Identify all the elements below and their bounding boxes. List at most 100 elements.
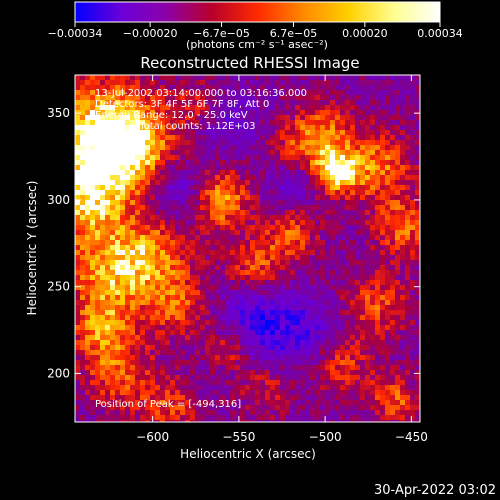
heatmap-cell <box>330 355 336 361</box>
heatmap-cell <box>415 210 420 216</box>
heatmap-cell <box>340 215 346 221</box>
heatmap-cell <box>300 95 306 101</box>
heatmap-cell <box>365 235 371 241</box>
heatmap-cell <box>370 345 376 351</box>
heatmap-cell <box>140 175 146 181</box>
heatmap-cell <box>160 235 166 241</box>
heatmap-cell <box>320 335 326 341</box>
heatmap-cell <box>140 120 146 126</box>
heatmap-cell <box>280 365 286 371</box>
heatmap-cell <box>325 235 331 241</box>
heatmap-cell <box>395 220 401 226</box>
heatmap-cell <box>275 285 281 291</box>
heatmap-cell <box>290 395 296 401</box>
heatmap-cell <box>410 410 416 416</box>
heatmap-cell <box>105 360 111 366</box>
heatmap-cell <box>250 105 256 111</box>
heatmap-cell <box>290 385 296 391</box>
heatmap-cell <box>215 80 221 86</box>
heatmap-cell <box>340 250 346 256</box>
heatmap-cell <box>370 105 376 111</box>
heatmap-cell <box>400 290 406 296</box>
heatmap-cell <box>275 415 281 421</box>
heatmap-cell <box>410 380 416 386</box>
heatmap-cell <box>245 405 251 411</box>
heatmap-cell <box>230 345 236 351</box>
heatmap-cell <box>100 335 106 341</box>
heatmap-cell <box>400 75 406 81</box>
heatmap-cell <box>210 190 216 196</box>
heatmap-cell <box>305 250 311 256</box>
heatmap-cell <box>390 190 396 196</box>
heatmap-cell <box>160 295 166 301</box>
heatmap-cell <box>380 375 386 381</box>
heatmap-cell <box>150 190 156 196</box>
heatmap-cell <box>195 365 201 371</box>
heatmap-cell <box>395 235 401 241</box>
heatmap-cell <box>400 350 406 356</box>
heatmap-cell <box>140 85 146 91</box>
heatmap-cell <box>115 105 121 111</box>
heatmap-cell <box>110 170 116 176</box>
heatmap-cell <box>390 285 396 291</box>
heatmap-cell <box>185 405 191 411</box>
heatmap-cell <box>405 325 411 331</box>
heatmap-cell <box>135 235 141 241</box>
heatmap-cell <box>185 395 191 401</box>
heatmap-cell <box>225 235 231 241</box>
heatmap-cell <box>160 305 166 311</box>
heatmap-cell <box>360 350 366 356</box>
heatmap-cell <box>240 380 246 386</box>
heatmap-cell <box>220 220 226 226</box>
colorbar-tick-label: 0.00034 <box>417 27 463 40</box>
heatmap-cell <box>145 340 151 346</box>
heatmap-cell <box>215 130 221 136</box>
heatmap-cell <box>350 265 356 271</box>
heatmap-cell <box>265 360 271 366</box>
heatmap-cell <box>280 370 286 376</box>
heatmap-cell <box>415 325 420 331</box>
heatmap-cell <box>260 115 266 121</box>
heatmap-cell <box>110 180 116 186</box>
heatmap-cell <box>360 200 366 206</box>
heatmap-cell <box>130 365 136 371</box>
heatmap-cell <box>205 120 211 126</box>
heatmap-cell <box>265 325 271 331</box>
heatmap-cell <box>325 110 331 116</box>
heatmap-cell <box>270 360 276 366</box>
heatmap-cell <box>230 100 236 106</box>
heatmap-cell <box>330 340 336 346</box>
heatmap-cell <box>100 185 106 191</box>
heatmap-cell <box>80 110 86 116</box>
heatmap-cell <box>130 345 136 351</box>
heatmap-cell <box>180 360 186 366</box>
heatmap-cell <box>175 420 181 422</box>
heatmap-cell <box>280 90 286 96</box>
heatmap-cell <box>320 190 326 196</box>
heatmap-cell <box>315 145 321 151</box>
heatmap-cell <box>325 305 331 311</box>
heatmap-cell <box>260 205 266 211</box>
heatmap-cell <box>410 160 416 166</box>
heatmap-cell <box>280 100 286 106</box>
heatmap-cell <box>355 395 361 401</box>
heatmap-cell <box>190 350 196 356</box>
heatmap-cell <box>175 120 181 126</box>
heatmap-cell <box>370 190 376 196</box>
heatmap-cell <box>260 275 266 281</box>
heatmap-cell <box>220 265 226 271</box>
heatmap-cell <box>240 340 246 346</box>
heatmap-cell <box>340 305 346 311</box>
heatmap-cell <box>130 80 136 86</box>
heatmap-cell <box>270 340 276 346</box>
heatmap-cell <box>290 365 296 371</box>
heatmap-cell <box>265 215 271 221</box>
heatmap-cell <box>235 120 241 126</box>
heatmap-cell <box>95 170 101 176</box>
heatmap-cell <box>390 335 396 341</box>
heatmap-cell <box>290 295 296 301</box>
heatmap-cell <box>290 205 296 211</box>
heatmap-cell <box>390 135 396 141</box>
heatmap-cell <box>125 180 131 186</box>
